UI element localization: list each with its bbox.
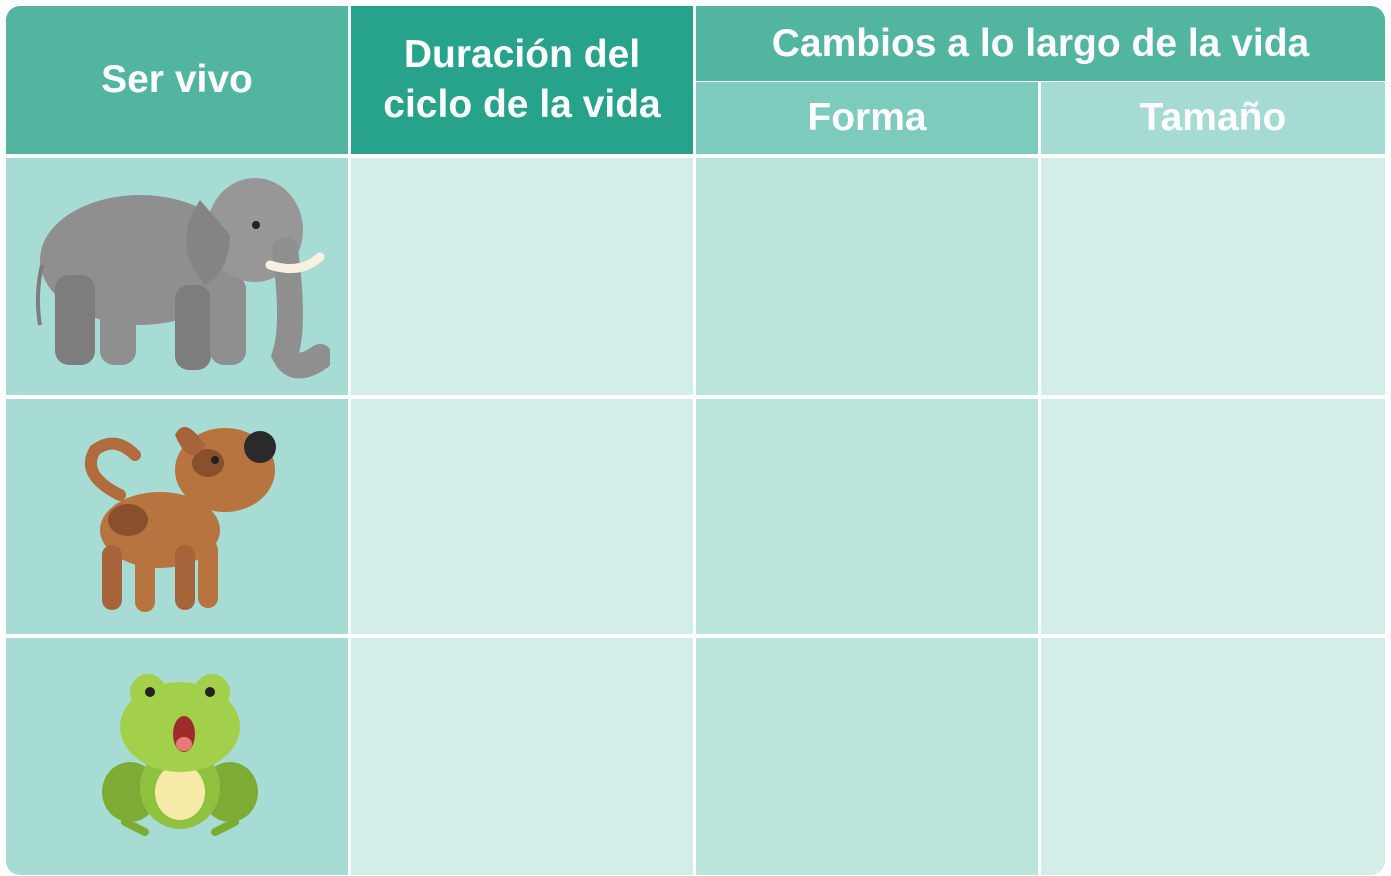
- header-text: Ser vivo: [101, 58, 253, 101]
- header-cell: Duración del ciclo de la vida: [351, 6, 693, 154]
- elephant-image: [35, 178, 330, 379]
- cell: [351, 158, 693, 395]
- frog-image: [102, 674, 258, 836]
- cell: [696, 158, 1038, 395]
- cell: [696, 638, 1038, 875]
- cell: [1041, 399, 1385, 634]
- header-text: Tamaño: [1139, 96, 1287, 139]
- header-cell: Ser vivo: [6, 6, 348, 154]
- header-text: Forma: [807, 96, 927, 139]
- header-text: ciclo de la vida: [383, 83, 661, 126]
- header-text: Duración del: [403, 33, 641, 76]
- header-cell: Tamaño: [1041, 82, 1385, 154]
- group-header: Cambios a lo largo de la vida: [696, 6, 1385, 81]
- header-cell: Forma: [696, 82, 1038, 154]
- cell: [1041, 158, 1385, 395]
- header-text: Cambios a lo largo de la vida: [771, 21, 1310, 65]
- cell: [1041, 638, 1385, 875]
- cell: [351, 638, 693, 875]
- dog-image: [85, 427, 276, 612]
- cell: [696, 399, 1038, 634]
- cell: [351, 399, 693, 634]
